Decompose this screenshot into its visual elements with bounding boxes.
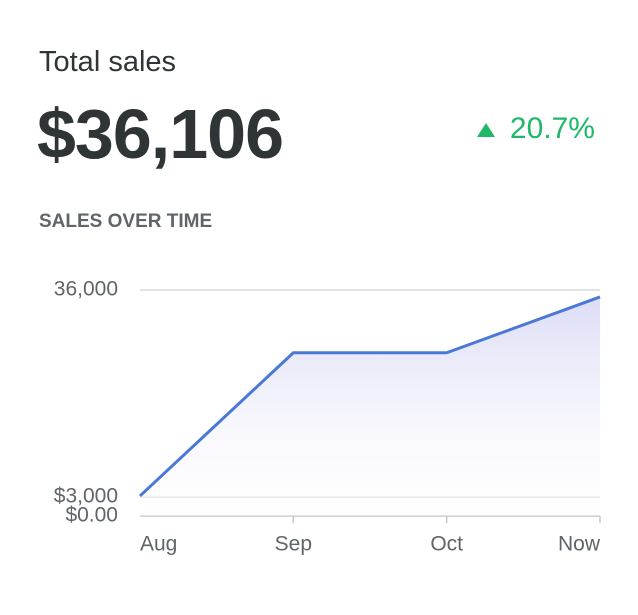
x-tick-label: Sep [275, 533, 312, 556]
area [140, 296, 600, 516]
widget-title: Total sales [39, 46, 177, 78]
change: 20.7% [476, 112, 595, 146]
y-tick-label: $0.00 [65, 504, 118, 527]
x-tick-label: Aug [140, 533, 177, 556]
x-tick-label: Now [558, 533, 601, 556]
x-tick-label: Oct [430, 533, 463, 556]
line [138, 295, 601, 498]
y-tick-label: 36,000 [54, 278, 118, 301]
up-arrow [476, 123, 495, 138]
total-value: $36,106 [37, 95, 284, 173]
chart-title: SALES OVER TIME [39, 211, 212, 232]
change-value: 20.7% [509, 112, 595, 145]
y-tick-label: $3,000 [54, 485, 118, 508]
